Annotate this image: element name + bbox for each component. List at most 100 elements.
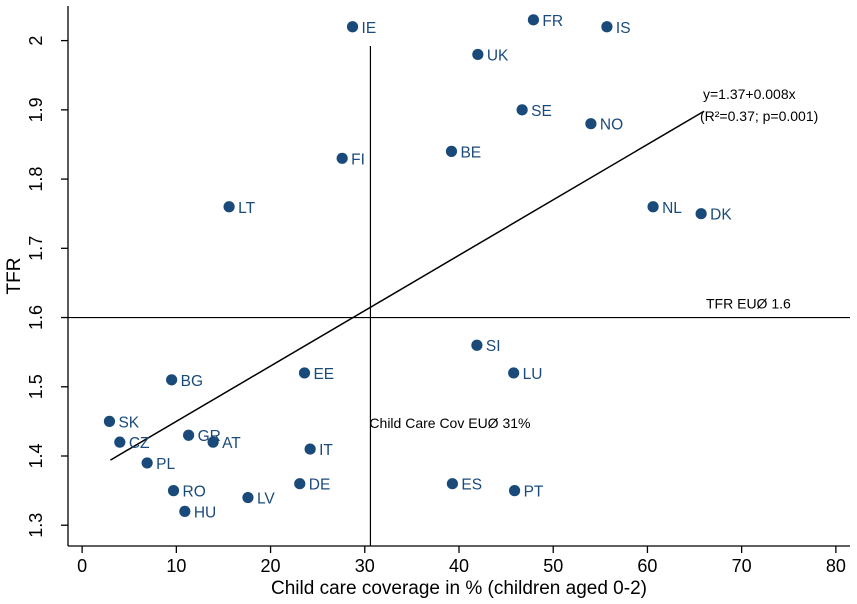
point-marker [179,505,191,517]
x-tick-label: 40 [449,556,469,576]
point-label: LV [257,491,275,508]
regression-stats: (R²=0.37; p=0.001) [700,108,818,124]
point-marker [601,21,613,33]
point-marker [508,367,520,379]
point-marker [103,415,116,427]
point-marker [585,118,597,130]
y-tick-label: 1.3 [26,513,46,538]
eu-average-tfr-label: TFR EUØ 1.6 [706,296,791,312]
y-axis-title: TFR [4,258,25,295]
y-tick-label: 1.4 [26,443,46,468]
point-marker [346,21,359,33]
data-point-ro: RO [167,484,206,501]
data-point-es: ES [446,477,482,494]
point-label: CZ [129,435,150,452]
x-tick-label: 50 [543,556,563,576]
point-label: FI [351,151,365,168]
data-point-si: SI [471,338,501,355]
data-point-lv: LV [242,491,275,508]
point-label: AT [222,435,241,452]
point-label: RO [183,484,206,501]
data-point-lt: LT [223,200,256,217]
point-marker [695,208,707,220]
point-label: BE [460,144,481,161]
y-tick-label: 1.8 [26,167,46,192]
data-point-dk: DK [695,207,732,224]
point-marker [472,48,484,61]
y-tick-label: 1.6 [26,305,46,330]
point-marker [294,478,306,490]
data-point-pt: PT [508,484,544,501]
data-point-lu: LU [508,366,542,383]
point-label: IS [616,20,631,37]
point-label: PT [524,484,544,501]
point-label: LT [238,200,255,217]
x-tick-label: 10 [166,556,186,576]
point-label: IT [319,442,333,459]
point-marker [298,367,311,379]
point-marker [445,145,458,157]
data-point-sk: SK [103,414,140,431]
data-point-it: IT [304,442,333,459]
x-tick-label: 20 [261,556,281,576]
point-marker [508,485,521,497]
data-point-bg: BG [166,373,203,390]
x-tick-label: 30 [355,556,375,576]
regression-equation: y=1.37+0.008x [703,86,796,102]
data-point-be: BE [445,144,481,161]
point-marker [242,491,254,504]
point-label: LU [523,366,543,383]
point-label: DE [309,477,331,494]
point-marker [304,443,316,455]
regression-line [110,110,705,461]
data-point-pl: PL [141,456,175,473]
point-label: NL [662,200,682,217]
point-marker [647,201,659,213]
point-marker [166,374,178,386]
y-tick-label: 1.9 [26,97,46,122]
point-label: FR [542,13,563,30]
point-marker [141,457,153,469]
data-point-ie: IE [346,20,377,37]
y-tick-label: 2 [26,36,46,46]
x-tick-label: 0 [77,556,87,576]
data-point-no: NO [585,117,623,134]
y-tick-label: 1.7 [26,236,46,261]
point-marker [446,478,459,490]
point-label: ES [461,477,482,494]
axes: 0 10 20 30 40 50 60 70 80 1.3 1.4 1.5 1.6 1.7 1.8 1.9 2 [26,6,850,576]
data-point-de: DE [294,477,330,494]
data-point-hu: HU [179,504,216,521]
data-point-fi: FI [336,151,365,168]
data-point-is: IS [601,20,631,37]
point-label: IE [362,20,377,37]
x-tick-label: 80 [826,556,846,576]
x-tick-label: 70 [732,556,752,576]
y-tick-label: 1.5 [26,374,46,399]
point-label: SI [486,338,501,355]
data-point-cz: CZ [114,435,149,452]
point-marker [471,339,483,351]
data-point-nl: NL [647,200,682,217]
point-marker [167,485,180,497]
data-point-se: SE [516,103,552,120]
point-marker [516,104,528,116]
point-label: SK [118,414,139,431]
data-point-uk: UK [472,47,509,64]
fit-line-group: y=1.37+0.008x (R²=0.37; p=0.001) [110,86,818,461]
point-label: SE [531,103,552,120]
point-marker [527,14,540,26]
point-label: UK [487,47,509,64]
point-marker [114,436,126,448]
point-label: EE [313,366,334,383]
data-point-ee: EE [298,366,334,383]
x-axis-title: Child care coverage in % (children aged … [271,578,647,599]
data-point-fr: FR [527,13,563,30]
point-label: HU [194,504,216,521]
reference-lines: TFR EUØ 1.6 Child Care Cov EUØ 31% [68,46,850,546]
point-marker [207,436,219,448]
data-point-at: AT [207,435,241,452]
x-tick-label: 60 [637,556,657,576]
